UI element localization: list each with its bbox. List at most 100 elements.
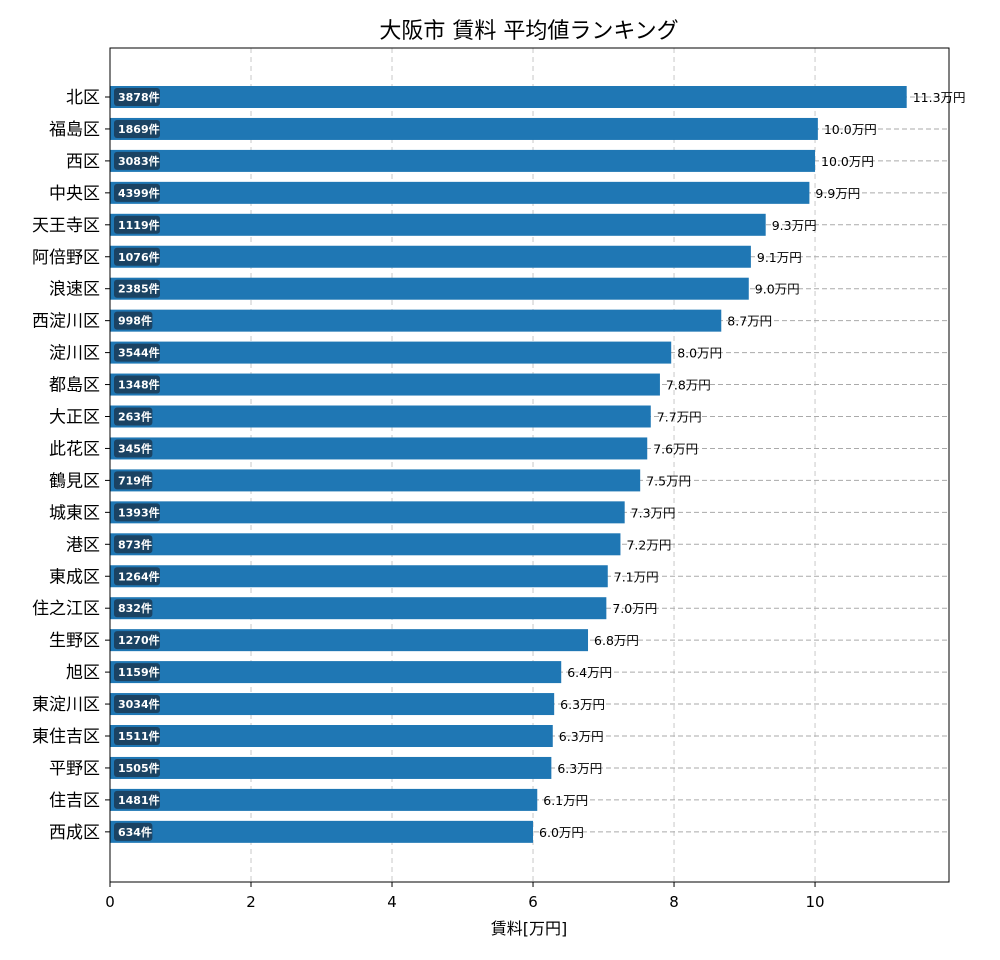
bar xyxy=(110,309,722,332)
count-label: 1348件 xyxy=(118,378,160,392)
value-label: 6.8万円 xyxy=(594,633,639,648)
count-label: 634件 xyxy=(118,825,152,839)
count-badge xyxy=(114,119,160,138)
value-label: 6.3万円 xyxy=(560,697,605,712)
bar xyxy=(110,629,589,652)
value-label: 8.0万円 xyxy=(677,346,722,361)
value-label: 7.7万円 xyxy=(657,410,702,425)
count-badge xyxy=(114,375,160,394)
value-label: 7.6万円 xyxy=(653,441,698,456)
value-label: 7.3万円 xyxy=(631,505,676,520)
bar xyxy=(110,245,751,268)
bar xyxy=(110,181,810,204)
value-label: 6.3万円 xyxy=(557,761,602,776)
chart-title: 大阪市 賃料 平均値ランキング xyxy=(379,19,678,44)
value-label: 7.2万円 xyxy=(626,537,671,552)
bar xyxy=(110,565,608,588)
count-label: 1159件 xyxy=(118,665,160,679)
count-badge xyxy=(114,599,153,618)
value-label: 9.3万円 xyxy=(772,218,817,233)
axis-layer: 0 2 4 6 8 10 北区福島区西区中央区天王寺区阿倍野区浪速区西淀川区淀川区都島区大正… xyxy=(32,88,825,911)
category-label: 東住吉区 xyxy=(32,727,100,747)
value-label: 7.8万円 xyxy=(666,378,711,393)
count-label: 3544件 xyxy=(118,346,160,360)
bar xyxy=(110,756,552,779)
count-badge xyxy=(114,311,153,330)
plot-frame xyxy=(109,47,950,883)
count-badge xyxy=(114,471,153,490)
count-label: 1505件 xyxy=(118,761,160,775)
category-label: 西淀川区 xyxy=(32,312,100,332)
x-tick-label: 4 xyxy=(387,893,397,911)
category-label: 福島区 xyxy=(49,120,100,140)
count-badge xyxy=(114,503,160,522)
count-label: 998件 xyxy=(118,314,152,328)
category-label: 生野区 xyxy=(49,631,100,651)
bar xyxy=(110,820,534,843)
count-badge xyxy=(114,439,153,458)
count-label: 3878件 xyxy=(118,90,160,104)
count-label: 1264件 xyxy=(118,569,160,583)
count-badge xyxy=(114,663,160,682)
value-label: 7.1万円 xyxy=(614,569,659,584)
bar xyxy=(110,693,555,716)
count-badge xyxy=(114,631,160,650)
x-tick-label: 8 xyxy=(669,893,679,911)
bar xyxy=(110,533,621,556)
count-badge xyxy=(114,790,160,809)
category-label: 淀川区 xyxy=(49,344,100,364)
x-tick-label: 2 xyxy=(246,893,256,911)
category-label: 住之江区 xyxy=(32,599,100,619)
category-label: 中央区 xyxy=(49,184,100,204)
bar xyxy=(110,597,607,620)
category-label: 阿倍野区 xyxy=(32,248,100,268)
value-label: 10.0万円 xyxy=(824,122,877,137)
count-badge xyxy=(114,343,160,362)
category-label: 西区 xyxy=(66,152,100,172)
x-axis-label: 賃料[万円] xyxy=(491,919,568,938)
count-badge xyxy=(114,88,160,106)
count-badge xyxy=(114,151,160,170)
x-tick-label: 6 xyxy=(528,893,538,911)
bar xyxy=(110,341,672,364)
bar xyxy=(110,405,651,428)
value-label: 7.0万円 xyxy=(612,601,657,616)
bar xyxy=(110,725,553,747)
value-label: 6.1万円 xyxy=(543,793,588,808)
bar xyxy=(110,437,648,460)
count-label: 1869件 xyxy=(118,122,160,136)
count-badge xyxy=(114,758,160,777)
count-badge xyxy=(114,183,160,202)
category-label: 住吉区 xyxy=(49,791,100,811)
count-label: 1393件 xyxy=(118,505,160,519)
bar xyxy=(110,277,749,300)
count-label: 3034件 xyxy=(118,697,160,711)
count-label: 873件 xyxy=(118,537,152,551)
count-badge xyxy=(114,247,160,266)
count-label: 263件 xyxy=(118,410,152,424)
count-label: 345件 xyxy=(118,441,152,455)
value-label: 9.0万円 xyxy=(755,282,800,297)
category-label: 東成区 xyxy=(49,567,100,587)
value-label: 10.0万円 xyxy=(821,154,874,169)
count-label: 832件 xyxy=(118,601,152,615)
labels-layer: 3878件 11.3万円 1869件 10.0万円 3083件 10.0万円 4399件 9.… xyxy=(114,88,966,841)
value-label: 6.0万円 xyxy=(539,825,584,840)
bar xyxy=(110,373,660,396)
count-label: 1270件 xyxy=(118,633,160,647)
category-label: 浪速区 xyxy=(49,280,100,300)
category-label: 城東区 xyxy=(49,503,100,523)
category-label: 平野区 xyxy=(49,759,100,779)
count-label: 1119件 xyxy=(118,218,160,232)
count-badge xyxy=(114,727,160,745)
category-label: 天王寺区 xyxy=(32,216,100,236)
value-label: 6.3万円 xyxy=(559,729,604,744)
category-label: 港区 xyxy=(66,535,100,555)
count-badge xyxy=(114,215,160,234)
count-badge xyxy=(114,567,160,586)
count-label: 2385件 xyxy=(118,282,160,296)
category-label: 北区 xyxy=(66,88,100,108)
count-badge xyxy=(114,279,160,298)
value-label: 8.7万円 xyxy=(727,314,772,329)
